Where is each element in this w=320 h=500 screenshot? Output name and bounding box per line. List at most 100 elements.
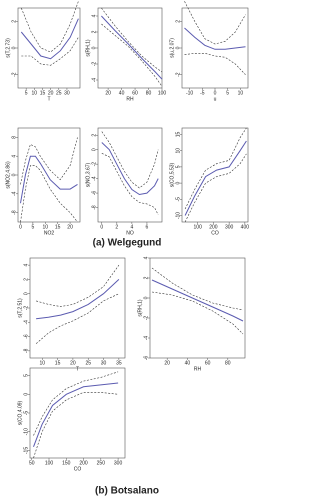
y-tick-label: -6 bbox=[143, 356, 149, 361]
x-tick-label: 80 bbox=[225, 360, 231, 366]
curve bbox=[151, 291, 244, 335]
y-tick-label: 2 bbox=[91, 134, 97, 137]
figure: (a) Welgegund (b) Botsalano 5 10 15 20 25 30-… bbox=[5, 1, 249, 497]
plot-frame bbox=[17, 127, 81, 223]
x-tick-label: 35 bbox=[116, 360, 122, 366]
x-tick-label: 80 bbox=[146, 90, 152, 96]
x-tick-label: 30 bbox=[101, 360, 107, 366]
y-tick-label: 15 bbox=[175, 131, 181, 137]
curve bbox=[20, 155, 78, 204]
x-tick-label: 10 bbox=[238, 90, 244, 96]
curve bbox=[21, 1, 79, 53]
x-tick-label: 60 bbox=[205, 360, 211, 366]
plot-frame bbox=[181, 127, 249, 223]
curve bbox=[36, 279, 120, 320]
y-tick-label: 0 bbox=[91, 46, 97, 49]
x-tick-label: 0 bbox=[214, 90, 217, 96]
x-tick-label: 25 bbox=[56, 90, 62, 96]
y-tick-label: -4 bbox=[91, 78, 97, 83]
x-tick-label: 60 bbox=[132, 90, 138, 96]
x-tick-label: 200 bbox=[209, 224, 218, 230]
y-tick-label: 4 bbox=[11, 155, 17, 158]
x-tick-label: 6 bbox=[146, 224, 149, 230]
x-tick-label: 50 bbox=[29, 460, 35, 466]
y-tick-label: 8 bbox=[11, 136, 17, 139]
y-tick-label: -2 bbox=[23, 306, 29, 311]
curve bbox=[20, 137, 78, 185]
x-tick-label: 300 bbox=[114, 460, 123, 466]
curve bbox=[101, 142, 159, 196]
y-axis-label: s(RH,1) bbox=[137, 299, 143, 317]
plot-frame bbox=[149, 257, 246, 359]
x-axis-label: CO bbox=[74, 466, 82, 472]
curve bbox=[151, 267, 244, 311]
y-tick-label: -6 bbox=[91, 191, 97, 196]
y-tick-label: 2 bbox=[175, 20, 181, 23]
y-tick-label: -4 bbox=[143, 336, 149, 341]
y-axis-label: s(NO,3.67) bbox=[85, 162, 91, 187]
y-tick-label: -10 bbox=[23, 428, 29, 435]
x-axis-label: CO bbox=[211, 230, 219, 236]
y-tick-label: -5 bbox=[175, 197, 181, 202]
x-tick-label: 20 bbox=[70, 360, 76, 366]
x-tick-label: 100 bbox=[158, 90, 167, 96]
x-tick-label: 15 bbox=[55, 360, 61, 366]
x-tick-label: 25 bbox=[85, 360, 91, 366]
plot-frame bbox=[97, 127, 163, 223]
x-axis-label: u bbox=[214, 96, 217, 102]
y-tick-label: 0 bbox=[175, 181, 181, 184]
y-tick-label: -2 bbox=[143, 316, 149, 321]
x-tick-label: 20 bbox=[105, 90, 111, 96]
curve bbox=[21, 37, 79, 66]
y-axis-label: s(CO,5.53) bbox=[169, 162, 175, 187]
x-tick-label: 150 bbox=[62, 460, 71, 466]
y-tick-label: 0 bbox=[23, 292, 29, 295]
y-tick-label: 0 bbox=[91, 148, 97, 151]
curve bbox=[184, 140, 247, 216]
caption: (a) Welgegund bbox=[93, 238, 162, 249]
y-tick-label: 0 bbox=[23, 393, 29, 396]
y-tick-label: 4 bbox=[23, 264, 29, 267]
x-axis-label: NO2 bbox=[44, 230, 55, 236]
x-axis-label: RH bbox=[126, 96, 134, 102]
curve bbox=[33, 392, 119, 459]
y-tick-label: -6 bbox=[23, 334, 29, 339]
x-axis-label: NO bbox=[126, 230, 134, 236]
curve bbox=[101, 131, 159, 189]
curve bbox=[184, 27, 246, 50]
x-tick-label: 4 bbox=[130, 224, 133, 230]
x-axis-label: RH bbox=[194, 366, 202, 372]
plot-frame bbox=[17, 7, 81, 89]
x-tick-label: 5 bbox=[226, 90, 229, 96]
x-tick-label: 100 bbox=[194, 224, 203, 230]
x-tick-label: 10 bbox=[42, 224, 48, 230]
x-tick-label: 40 bbox=[185, 360, 191, 366]
curve bbox=[184, 127, 247, 210]
x-tick-label: 200 bbox=[79, 460, 88, 466]
y-tick-label: 10 bbox=[175, 148, 181, 154]
curve bbox=[20, 18, 79, 60]
x-tick-label: -5 bbox=[200, 90, 205, 96]
curve bbox=[184, 53, 246, 75]
y-tick-label: 0 bbox=[175, 46, 181, 49]
y-tick-label: -2 bbox=[91, 162, 97, 167]
y-tick-label: 0 bbox=[143, 296, 149, 299]
y-axis-label: s(T,2.73) bbox=[5, 38, 11, 58]
x-tick-label: 0 bbox=[19, 224, 22, 230]
curve bbox=[101, 153, 159, 215]
x-tick-label: 250 bbox=[97, 460, 106, 466]
x-tick-label: 0 bbox=[100, 224, 103, 230]
x-tick-label: 15 bbox=[55, 224, 61, 230]
y-tick-label: -4 bbox=[91, 176, 97, 181]
y-axis-label: s(T,2.51) bbox=[17, 298, 23, 318]
x-tick-label: -10 bbox=[186, 90, 193, 96]
y-tick-label: -8 bbox=[23, 348, 29, 353]
x-tick-label: 100 bbox=[45, 460, 54, 466]
curve bbox=[184, 1, 246, 45]
y-tick-label: -4 bbox=[11, 191, 17, 196]
x-axis-label: T bbox=[47, 96, 50, 102]
curve bbox=[184, 153, 247, 223]
x-tick-label: 10 bbox=[32, 90, 38, 96]
x-tick-label: 5 bbox=[31, 224, 34, 230]
y-tick-label: 2 bbox=[11, 20, 17, 23]
